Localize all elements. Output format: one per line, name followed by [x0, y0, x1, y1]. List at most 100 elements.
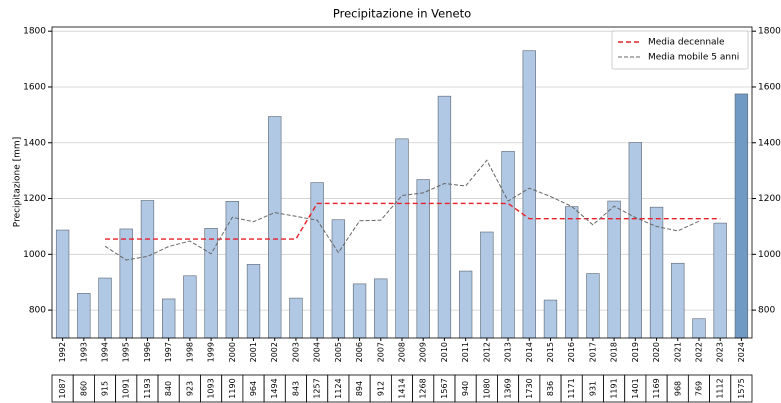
- bar: [77, 293, 91, 339]
- table-value: 1193: [143, 378, 152, 398]
- legend-label: Media decennale: [648, 38, 725, 48]
- legend-box: [611, 30, 749, 70]
- table-value: 894: [355, 381, 364, 396]
- bar: [671, 262, 685, 339]
- table-value: 940: [461, 381, 470, 396]
- y2-tick-label: 1200: [758, 194, 781, 204]
- y2-tick-label: 1400: [758, 138, 781, 148]
- x-tick-label: 2019: [631, 342, 640, 362]
- table-value: 931: [588, 381, 597, 396]
- x-tick-label: 2015: [546, 342, 555, 362]
- x-tick-label: 2008: [398, 342, 407, 362]
- x-tick-label: 1997: [164, 342, 173, 362]
- table-value: 968: [673, 381, 682, 396]
- bar: [395, 138, 409, 339]
- x-tick-label: 2007: [376, 342, 385, 362]
- x-tick-label: 2006: [355, 342, 364, 362]
- bar: [713, 222, 727, 339]
- table-value: 1268: [419, 378, 428, 398]
- table-value: 840: [164, 381, 173, 396]
- bar: [374, 278, 388, 339]
- bar: [204, 228, 218, 339]
- x-tick-label: 2018: [610, 342, 619, 362]
- x-tick-label: 2013: [504, 342, 513, 362]
- table-value: 1567: [440, 378, 449, 398]
- bar: [437, 95, 452, 339]
- bar: [501, 151, 515, 339]
- bar: [246, 264, 261, 339]
- table-value: 1369: [504, 378, 513, 398]
- line: [104, 159, 700, 261]
- table-value: 915: [101, 381, 110, 396]
- legend-label: Media mobile 5 anni: [648, 53, 739, 63]
- y-tick-label: 1800: [23, 27, 46, 37]
- x-tick-label: 2023: [716, 342, 725, 362]
- x-tick-label: 1993: [79, 342, 88, 362]
- table-value: 964: [249, 381, 258, 396]
- y2-tick-label: 800: [758, 306, 775, 316]
- y-tick-label: 1000: [23, 250, 46, 260]
- bar: [352, 283, 367, 339]
- table-value: 1080: [482, 378, 491, 398]
- table-value: 1091: [122, 378, 131, 398]
- bar: [565, 206, 579, 339]
- line: [105, 202, 721, 240]
- y-tick-label: 1200: [23, 194, 46, 204]
- x-tick-label: 2000: [228, 342, 237, 362]
- x-tick-label: 2012: [482, 342, 491, 362]
- x-tick-label: 1996: [143, 342, 152, 362]
- bar: [98, 277, 112, 339]
- x-tick-label: 2002: [270, 342, 279, 362]
- bar: [692, 318, 706, 339]
- table-value: 1093: [207, 378, 216, 398]
- x-tick-label: 2004: [313, 342, 322, 362]
- bar: [331, 219, 346, 339]
- x-tick-label: 1992: [58, 342, 67, 362]
- table-value: 769: [694, 381, 703, 396]
- x-tick-label: 2024: [737, 342, 746, 362]
- x-tick-label: 2011: [461, 342, 470, 362]
- y-axis-label: Precipitazione [mm]: [13, 137, 23, 227]
- table-value: 1087: [58, 378, 67, 398]
- bar: [628, 142, 642, 339]
- x-tick-label: 1994: [101, 342, 110, 362]
- bar: [480, 231, 494, 339]
- x-tick-label: 2020: [652, 342, 661, 362]
- table-value: 1494: [270, 378, 279, 398]
- x-tick-label: 1998: [185, 342, 194, 362]
- table-value: 1401: [631, 378, 640, 398]
- y2-tick-label: 1800: [758, 27, 781, 37]
- bar: [140, 200, 155, 339]
- table-value: 860: [79, 381, 88, 396]
- table-value: 1730: [525, 378, 534, 398]
- y-tick-label: 800: [29, 306, 46, 316]
- x-tick-label: 2005: [334, 342, 343, 362]
- table-value: 1257: [313, 378, 322, 398]
- bar: [543, 299, 558, 339]
- bar: [268, 116, 282, 339]
- y-tick-label: 1600: [23, 82, 46, 92]
- table-value: 912: [376, 381, 385, 396]
- table-value: 1112: [716, 378, 725, 398]
- x-tick-label: 2016: [567, 342, 576, 362]
- table-value: 1414: [398, 378, 407, 398]
- bar: [607, 200, 621, 339]
- table-value: 1124: [334, 378, 343, 398]
- x-tick-label: 2022: [694, 342, 703, 362]
- bar: [289, 297, 303, 339]
- table-value: 1575: [737, 378, 746, 398]
- table-value: 843: [291, 381, 300, 396]
- table-value: 1169: [652, 378, 661, 398]
- bar: [310, 182, 324, 339]
- table-value: 1190: [228, 378, 237, 398]
- x-tick-label: 2003: [291, 342, 300, 362]
- bar: [55, 229, 70, 339]
- x-tick-label: 1995: [122, 342, 131, 362]
- x-tick-label: 2021: [673, 342, 682, 362]
- table-value: 923: [185, 381, 194, 396]
- table-value: 1171: [567, 378, 576, 398]
- x-tick-label: 2010: [440, 342, 449, 362]
- bar: [734, 93, 749, 339]
- x-tick-label: 2001: [249, 342, 258, 362]
